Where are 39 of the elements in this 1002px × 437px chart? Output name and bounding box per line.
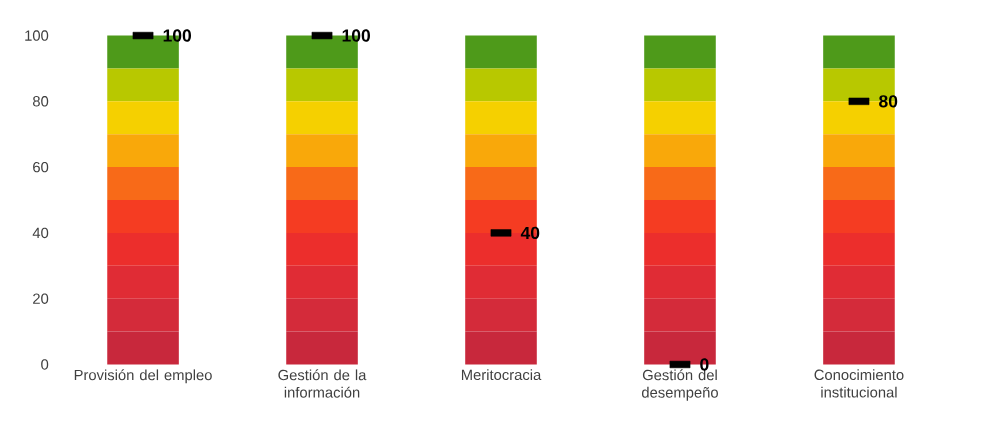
bar [286, 199, 358, 233]
bar [465, 134, 537, 168]
x-tick-label: Gestión de la información [278, 369, 367, 398]
y-tick-label: 100 [25, 30, 49, 41]
bar [644, 68, 716, 102]
bar [107, 167, 179, 200]
bar [107, 101, 179, 135]
bar [644, 35, 716, 69]
data-label: 100 [163, 29, 191, 42]
bar [465, 68, 537, 102]
bar [107, 68, 179, 102]
x-tick-label: Meritocracia [461, 369, 542, 381]
bar [823, 134, 895, 168]
bar [107, 199, 179, 233]
bar [644, 134, 716, 168]
bar [286, 167, 358, 200]
data-label: 100 [342, 29, 370, 42]
bar [286, 101, 358, 135]
bar [465, 35, 537, 69]
y-tick-label: 20 [33, 293, 49, 304]
y-tick-label: 0 [41, 359, 49, 370]
y-tick-label: 60 [33, 161, 49, 173]
data-label: 0 [700, 358, 709, 371]
bar [823, 35, 895, 69]
bar [465, 167, 537, 200]
bar [465, 101, 537, 135]
y-tick-label: 40 [32, 227, 49, 239]
bar [644, 101, 716, 135]
x-tick-label: Provisión del empleo [74, 369, 212, 384]
bar [286, 134, 358, 168]
bar [823, 167, 895, 200]
y-tick-label: 80 [32, 96, 49, 107]
bar [107, 134, 179, 168]
bar [286, 68, 358, 102]
bar [644, 167, 716, 200]
x-tick-label: Conocimiento institucional [814, 369, 904, 398]
bar [644, 199, 716, 233]
bar [823, 199, 895, 233]
x-tick-label: Gestión del desempeño [641, 369, 718, 401]
